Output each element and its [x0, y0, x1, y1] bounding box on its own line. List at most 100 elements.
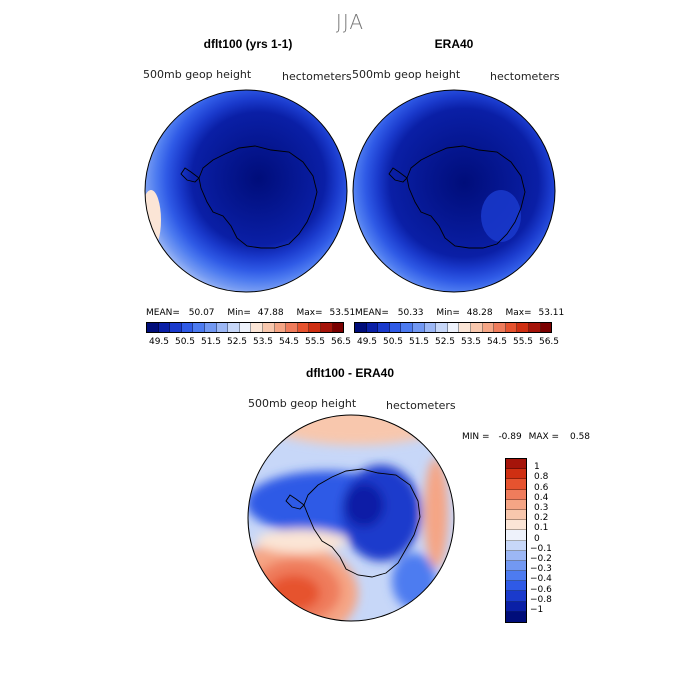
colorbar-swatch [506, 601, 526, 612]
colorbar-swatch [505, 323, 518, 332]
colorbar-swatch [528, 323, 541, 332]
colorbar-swatch [309, 323, 321, 332]
colorbar-swatch [447, 323, 460, 332]
panel-1-min-value: 47.88 [257, 308, 284, 318]
panel-2-map [352, 89, 556, 293]
colorbar-swatch [355, 323, 367, 332]
panel-1-units-label: hectometers [282, 70, 352, 83]
colorbar-swatch [494, 323, 506, 332]
colorbar-swatch [540, 323, 552, 332]
colorbar-swatch [158, 323, 171, 332]
colorbar-swatch [216, 323, 229, 332]
colorbar-swatch [412, 323, 425, 332]
colorbar-level-label: 0.6 [534, 482, 549, 493]
colorbar-swatch [181, 323, 194, 332]
colorbar-tick-label: 53.5 [460, 337, 482, 347]
colorbar-level-label: −0.3 [530, 564, 552, 575]
colorbar-swatch [506, 540, 526, 551]
panel-3-max-value: 0.58 [569, 432, 591, 442]
panel-2-units-label: hectometers [490, 70, 560, 83]
colorbar-swatch [506, 530, 526, 541]
panel-2-max-value: 53.11 [538, 308, 565, 318]
colorbar-swatch [332, 323, 344, 332]
colorbar-swatch [251, 323, 263, 332]
panel-3-map [247, 414, 455, 622]
colorbar-swatch [506, 571, 526, 582]
colorbar-level-label: −1 [530, 605, 544, 615]
panel-1-mean-value: 50.07 [188, 308, 215, 318]
colorbar-swatch [436, 323, 448, 332]
colorbar-swatch [378, 323, 390, 332]
colorbar-tick-label: 56.5 [330, 337, 352, 347]
panel-3-stats: MIN = -0.89 MAX = 0.58 [462, 432, 590, 442]
colorbar-swatch [506, 479, 526, 490]
panel-3-min-label: MIN = [462, 432, 490, 442]
colorbar-tick-label: 50.5 [382, 337, 404, 347]
colorbar-swatch [506, 499, 526, 510]
colorbar-tick-label: 52.5 [226, 337, 248, 347]
panel-1-title: dflt100 (yrs 1-1) [203, 37, 293, 51]
panel-2-trough-patch [481, 190, 521, 242]
colorbar-swatch [506, 611, 526, 622]
colorbar-swatch [320, 323, 333, 332]
colorbar-tick-label: 56.5 [538, 337, 560, 347]
panel-2-colorbar-ticks: 49.5 50.5 51.5 52.5 53.5 54.5 55.5 56.5 [354, 337, 574, 347]
colorbar-swatch [274, 323, 287, 332]
colorbar-swatch [517, 323, 529, 332]
colorbar-tick-label: 52.5 [434, 337, 456, 347]
panel-3-colorbar [505, 458, 527, 623]
panel-1-colorbar [146, 322, 344, 333]
colorbar-level-label: 0.1 [534, 523, 549, 534]
colorbar-swatch [459, 323, 471, 332]
colorbar-swatch [506, 591, 526, 602]
colorbar-swatch [506, 560, 526, 572]
panel-3-field-label: 500mb geop height [248, 397, 357, 410]
panel-2-antarctica-coastline [388, 145, 526, 249]
colorbar-swatch [297, 323, 310, 332]
colorbar-swatch [424, 323, 437, 332]
colorbar-level-label: 1 [534, 462, 540, 473]
colorbar-level-label: 0.8 [534, 472, 549, 483]
panel-2-title: ERA40 [434, 37, 474, 51]
panel-3-colorbar-labels: 1 0.8 0.6 0.4 0.3 0.2 0.1 0 −0.1 −0.2 −0.3 −0.4 −0.6… [530, 458, 574, 624]
colorbar-tick-label: 49.5 [148, 337, 170, 347]
colorbar-level-label: −0.8 [530, 594, 552, 605]
panel-1-max-label: Max= [296, 308, 323, 318]
colorbar-swatch [228, 323, 240, 332]
colorbar-tick-label: 54.5 [486, 337, 508, 347]
colorbar-tick-label: 51.5 [408, 337, 430, 347]
colorbar-swatch [262, 323, 275, 332]
colorbar-swatch [389, 323, 402, 332]
colorbar-swatch [193, 323, 205, 332]
colorbar-level-label: −0.2 [530, 554, 552, 564]
colorbar-level-label: −0.4 [530, 574, 552, 585]
colorbar-swatch [239, 323, 252, 332]
colorbar-swatch [366, 323, 379, 332]
colorbar-swatch [286, 323, 298, 332]
colorbar-level-label: 0.3 [534, 503, 549, 513]
panel-3-antarctica-coastline [285, 468, 421, 578]
colorbar-tick-label: 53.5 [252, 337, 274, 347]
panel-3-max-label: MAX = [528, 432, 560, 442]
panel-2-max-label: Max= [505, 308, 532, 318]
colorbar-tick-label: 55.5 [304, 337, 326, 347]
panel-3-units-label: hectometers [386, 399, 456, 412]
panel-2-field-label: 500mb geop height [352, 68, 461, 81]
panel-2-mean-label: MEAN= [355, 308, 389, 318]
colorbar-swatch [506, 459, 526, 470]
colorbar-swatch [506, 550, 526, 561]
panel-1-field-label: 500mb geop height [143, 68, 252, 81]
panel-1-max-value: 53.51 [329, 308, 356, 318]
panel-2-colorbar [354, 322, 552, 333]
panel-1-map [144, 89, 348, 293]
colorbar-swatch [506, 520, 526, 531]
colorbar-tick-label: 51.5 [200, 337, 222, 347]
colorbar-swatch [506, 509, 526, 521]
panel-3-title: dflt100 - ERA40 [305, 366, 395, 380]
colorbar-level-label: 0.2 [534, 513, 549, 524]
colorbar-swatch [506, 581, 526, 592]
colorbar-tick-label: 55.5 [512, 337, 534, 347]
panel-1-min-label: Min= [227, 308, 251, 318]
panel-2-mean-value: 50.33 [397, 308, 424, 318]
season-title: JJA [335, 10, 365, 34]
